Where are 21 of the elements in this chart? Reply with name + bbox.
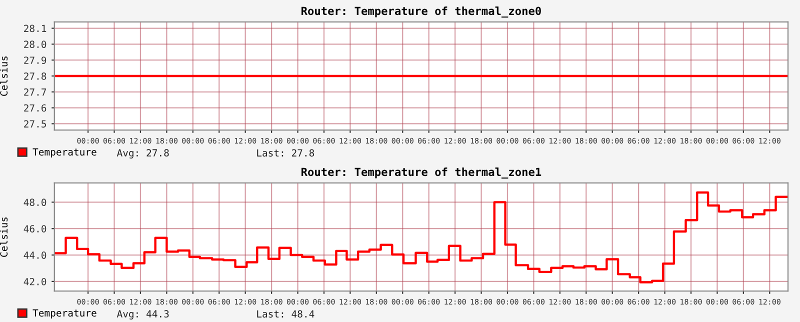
text: Last: 48.4 [257,310,314,318]
y-tick-label: 27.6 [24,104,46,112]
y-tick-label: 27.8 [24,72,46,80]
legend-label: Temperature [32,309,96,319]
y-tick-label: 27.5 [24,120,46,128]
y-tick-label: 28.1 [24,24,46,32]
y-tick-label: 28.0 [24,40,46,48]
y-tick-label: 46.0 [24,225,46,232]
y-axis-title: Celsius [0,217,8,257]
y-tick-label: 27.9 [24,56,46,64]
chart-title: Router: Temperature of thermal_zone1 [302,168,542,179]
legend-label: Temperature [32,148,96,158]
y-tick-label: 27.7 [24,88,46,96]
y-tick-label: 48.0 [24,198,46,206]
chart-title: Router: Temperature of thermal_zone0 [302,6,541,18]
text: Last: 27.8 [257,149,314,157]
y-tick-label: 42.0 [24,278,46,286]
y-axis-title: Celsius [0,56,8,96]
text: Avg: 27.8 [116,149,169,158]
text: Avg: 44.3 [116,310,169,320]
y-tick-label: 44.0 [24,252,46,259]
